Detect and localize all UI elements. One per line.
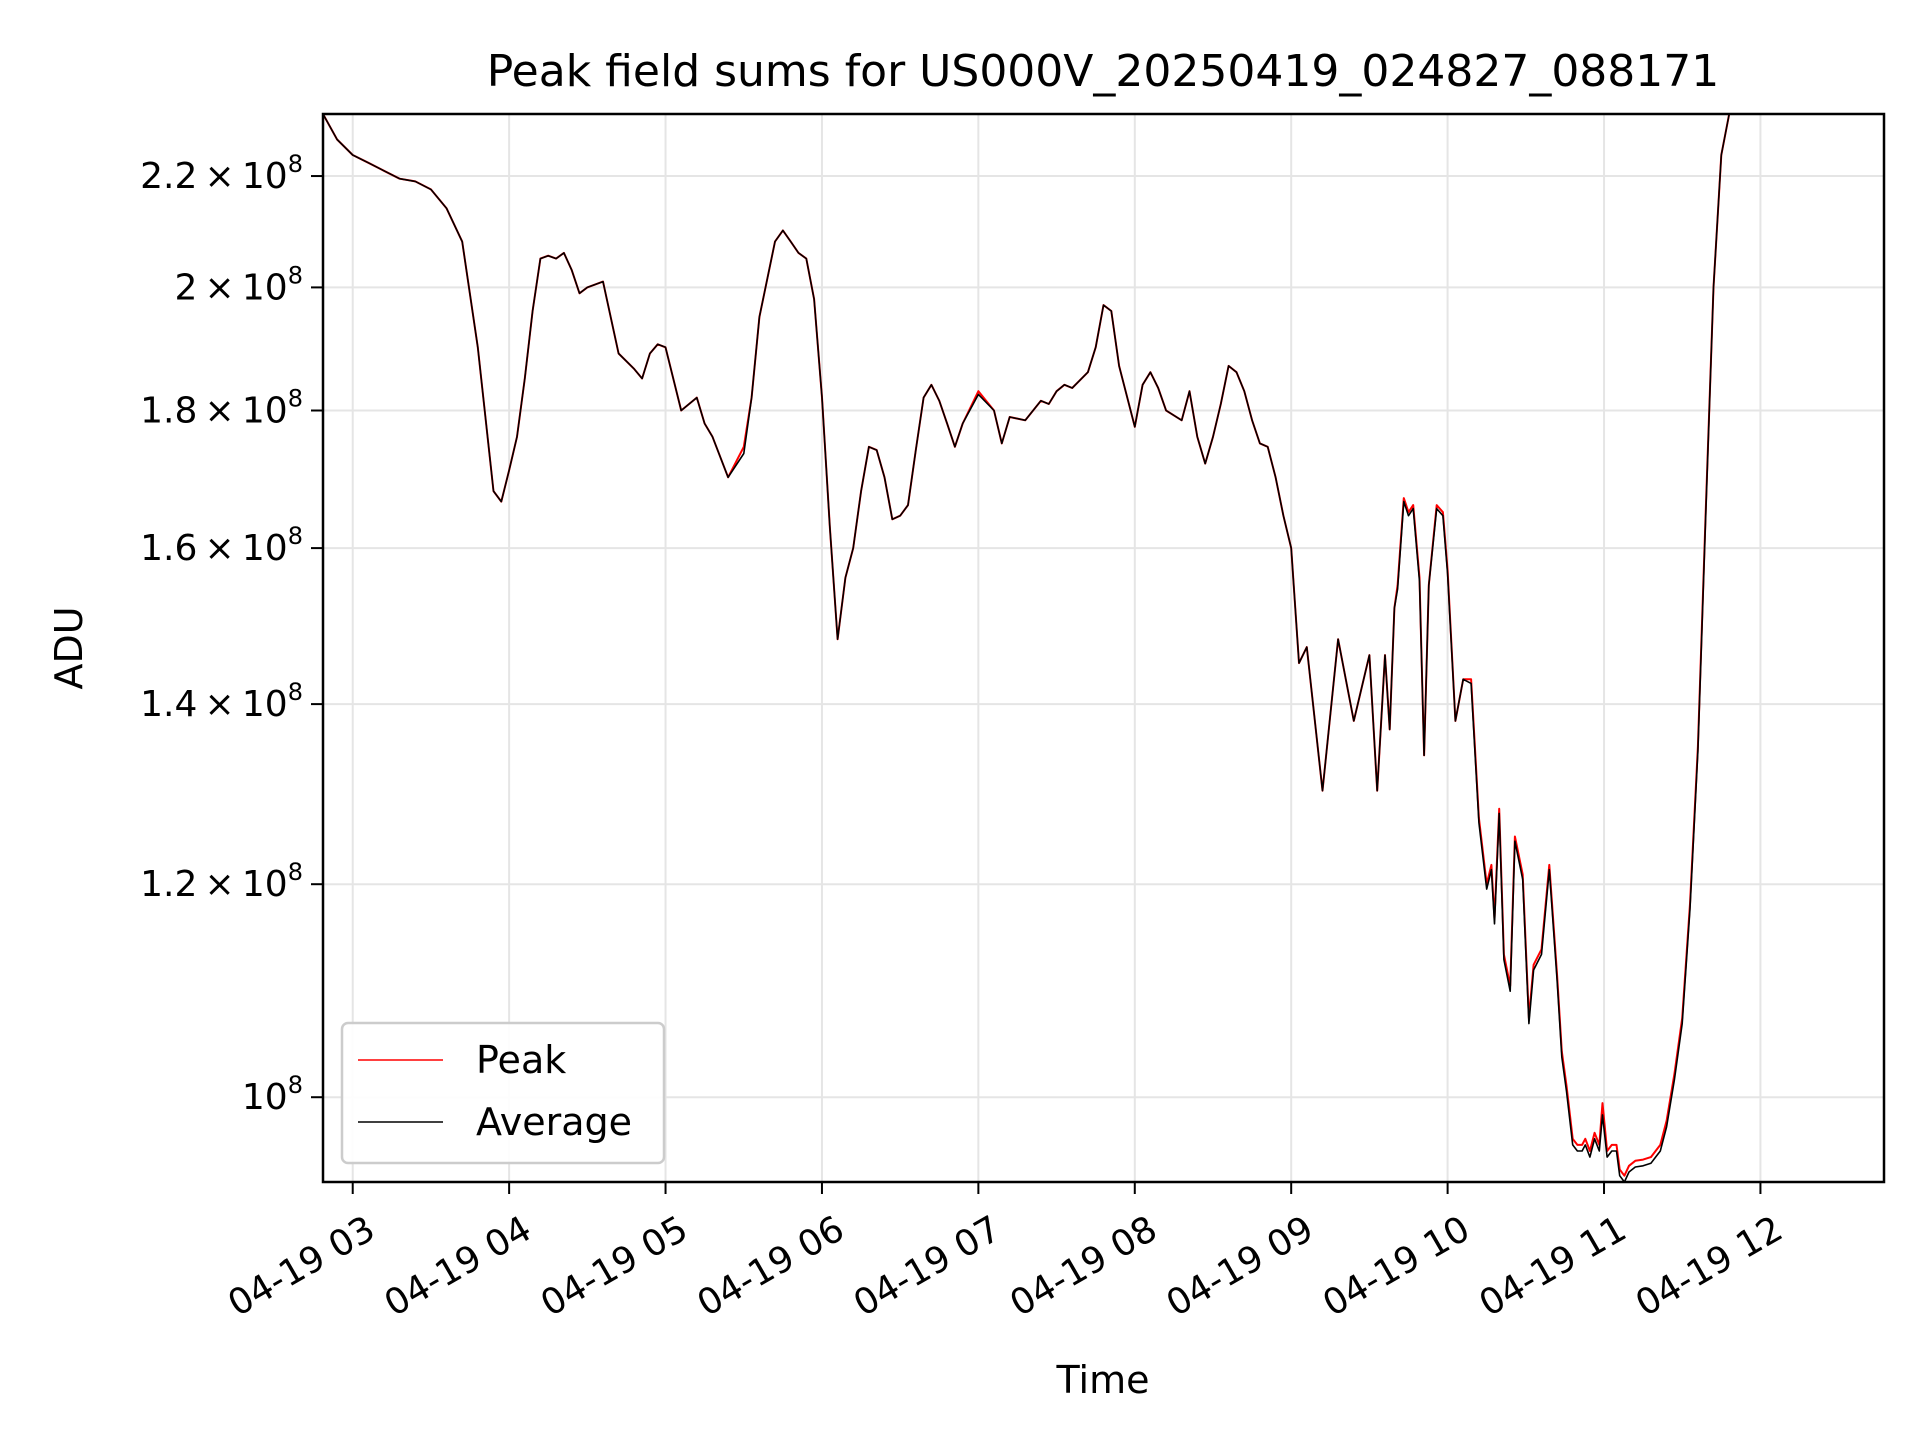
- legend: Peak Average: [340, 1021, 666, 1165]
- x-axis-label: Time: [1056, 1358, 1150, 1402]
- y-tick-label: 1.4 × 108: [140, 678, 303, 725]
- legend-label-peak: Peak: [476, 1038, 566, 1082]
- series-line-average: [322, 113, 1737, 1183]
- plot-frame: [321, 112, 1886, 1184]
- grid-layer: [323, 114, 1884, 1182]
- y-tick-label: 1.8 × 108: [140, 384, 303, 431]
- y-tick-label: 108: [242, 1071, 303, 1118]
- y-tick-label: 2.2 × 108: [140, 150, 303, 197]
- legend-box: [340, 1021, 666, 1165]
- chart-title: Peak field sums for US000V_20250419_0248…: [487, 46, 1720, 97]
- series-layer: [322, 113, 1737, 1183]
- legend-label-average: Average: [476, 1100, 632, 1144]
- y-axis-label: ADU: [47, 606, 91, 689]
- y-tick-label: 1.2 × 108: [140, 858, 303, 905]
- y-tick-label: 1.6 × 108: [140, 522, 303, 569]
- y-tick-label: 2 × 108: [174, 261, 303, 308]
